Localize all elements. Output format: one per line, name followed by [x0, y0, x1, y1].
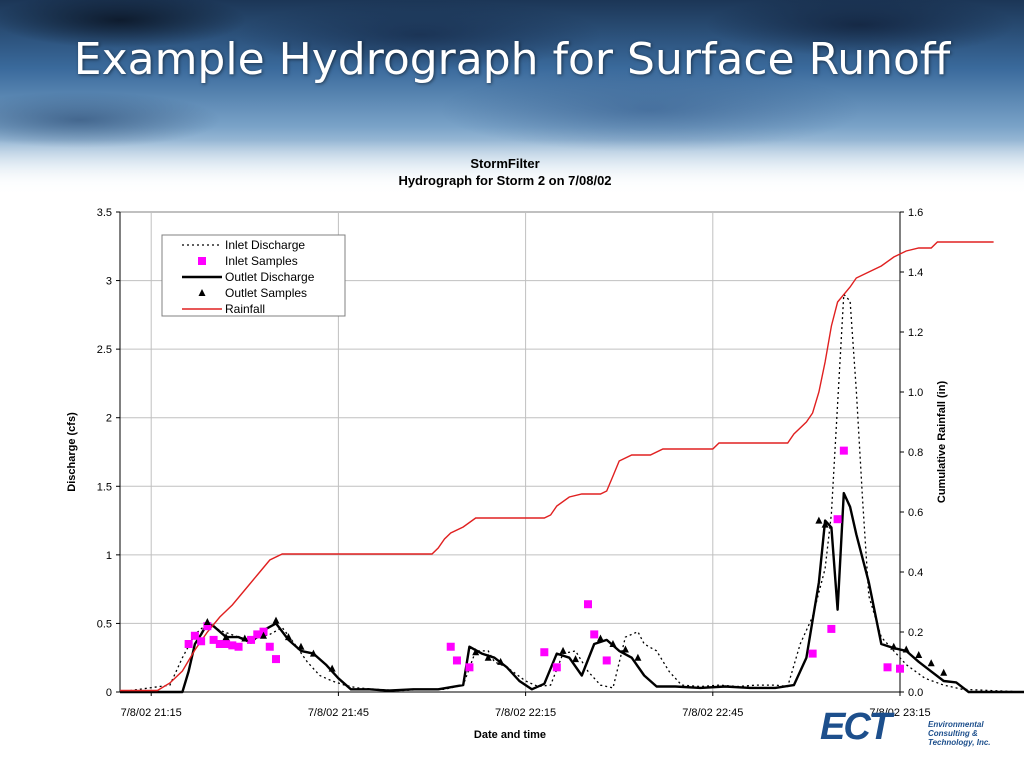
outlet-sample-point: [915, 650, 923, 658]
x-tick-label: 7/8/02 23:15: [869, 707, 930, 719]
outlet-discharge-line: [120, 491, 1024, 694]
inlet-sample-point: [259, 627, 268, 636]
inlet-sample-point: [265, 642, 274, 651]
outlet-sample-point: [328, 664, 336, 672]
inlet-sample-point: [839, 446, 848, 455]
outlet-sample-point: [472, 648, 480, 656]
inlet-sample-point: [234, 642, 243, 651]
y-tick-label: 1.5: [97, 481, 112, 493]
outlet-sample-point: [890, 642, 898, 650]
legend-swatch-outlet-samples: [198, 289, 206, 296]
y2-tick-label: 0.4: [908, 567, 923, 579]
outlet-sample-point: [940, 668, 948, 676]
inlet-sample-point: [247, 635, 256, 644]
outlet-sample-point: [484, 653, 492, 661]
y-tick-label: 0: [106, 687, 112, 699]
inlet-sample-point: [896, 664, 904, 673]
inlet-sample-point: [184, 640, 193, 648]
y2-tick-label: 1.2: [908, 327, 923, 339]
y2-tick-label: 0.0: [908, 687, 923, 699]
inlet-sample-point: [190, 631, 199, 640]
y2-tick-label: 1.0: [908, 387, 923, 399]
rainfall-line: [120, 241, 994, 692]
chart-subtitle: Hydrograph for Storm 2 on 7/08/02: [398, 173, 612, 188]
logo-mark: ECT: [820, 706, 892, 748]
inlet-sample-point: [215, 640, 224, 648]
inlet-sample-point: [272, 655, 280, 664]
outlet-sample-point: [621, 645, 629, 653]
outlet-sample-point: [241, 634, 249, 642]
y-tick-label: 2: [106, 413, 112, 425]
legend-swatch-inlet-samples: [198, 257, 206, 265]
x-tick-label: 7/8/02 22:15: [495, 707, 556, 719]
outlet-sample-point: [284, 633, 292, 641]
legend-box: [161, 234, 346, 317]
y2-tick-label: 0.6: [908, 507, 923, 519]
inlet-sample-point: [827, 624, 836, 633]
inlet-sample-point: [228, 641, 237, 650]
inlet-sample-point: [883, 663, 892, 672]
inlet-sample-point: [808, 649, 817, 658]
outlet-sample-point: [309, 649, 317, 657]
x-tick-label: 7/8/02 22:45: [682, 707, 743, 719]
chart-title: StormFilter: [470, 156, 540, 171]
inlet-sample-point: [465, 663, 474, 672]
outlet-sample-point: [821, 520, 829, 528]
inlet-sample-point: [833, 515, 842, 524]
inlet-sample-point: [222, 640, 231, 648]
outlet-sample-point: [815, 516, 823, 524]
outlet-sample-point: [609, 640, 617, 647]
y-tick-label: 3.5: [97, 207, 112, 219]
inlet-sample-point: [197, 637, 206, 646]
x-axis-label: Date and time: [474, 729, 546, 741]
y-tick-label: 1: [106, 550, 112, 562]
inlet-sample-point: [602, 656, 611, 665]
y-tick-label: 3: [106, 276, 112, 288]
y-tick-label: 2.5: [97, 344, 112, 356]
y2-tick-label: 1.4: [908, 267, 923, 279]
outlet-sample-point: [497, 657, 505, 665]
logo-text: Environmental Consulting & Technology, I…: [928, 720, 991, 747]
legend-label: Outlet Discharge: [225, 270, 315, 284]
outlet-sample-point: [203, 618, 211, 626]
outlet-sample-point: [572, 655, 580, 663]
x-tick-label: 7/8/02 21:45: [308, 707, 369, 719]
outlet-sample-point: [596, 634, 604, 642]
inlet-sample-point: [209, 635, 218, 644]
outlet-sample-point: [927, 659, 935, 667]
inlet-sample-point: [452, 656, 461, 665]
inlet-sample-point: [584, 600, 592, 609]
outlet-sample-point: [634, 653, 642, 661]
y-tick-label: 0.5: [97, 618, 112, 630]
ect-logo: ECT Environmental Consulting & Technolog…: [820, 702, 1016, 752]
y2-axis-label: Cumulative Rainfall (in): [936, 381, 948, 504]
outlet-sample-point: [559, 646, 567, 654]
inlet-sample-point: [446, 642, 455, 651]
y2-tick-label: 0.8: [908, 447, 923, 459]
outlet-sample-point: [297, 642, 305, 650]
legend-label: Outlet Samples: [225, 286, 307, 300]
outlet-sample-point: [222, 633, 230, 641]
legend-label: Rainfall: [225, 302, 265, 316]
outlet-sample-point: [272, 616, 280, 624]
inlet-sample-point: [552, 663, 561, 672]
y2-tick-label: 1.6: [908, 207, 923, 219]
outlet-sample-point: [902, 645, 910, 653]
outlet-sample-point: [260, 631, 268, 639]
inlet-sample-point: [540, 648, 549, 657]
legend-label: Inlet Discharge: [225, 238, 305, 252]
legend-label: Inlet Samples: [225, 254, 298, 268]
page-title: Example Hydrograph for Surface Runoff: [73, 34, 951, 85]
y2-tick-label: 0.2: [908, 627, 923, 639]
inlet-sample-point: [253, 630, 262, 639]
y-axis-label: Discharge (cfs): [66, 412, 78, 492]
inlet-discharge-line: [119, 292, 1024, 693]
banner-fade: [0, 140, 1024, 200]
inlet-sample-point: [590, 630, 599, 639]
inlet-sample-point: [203, 622, 212, 631]
x-tick-label: 7/8/02 21:15: [121, 707, 182, 719]
